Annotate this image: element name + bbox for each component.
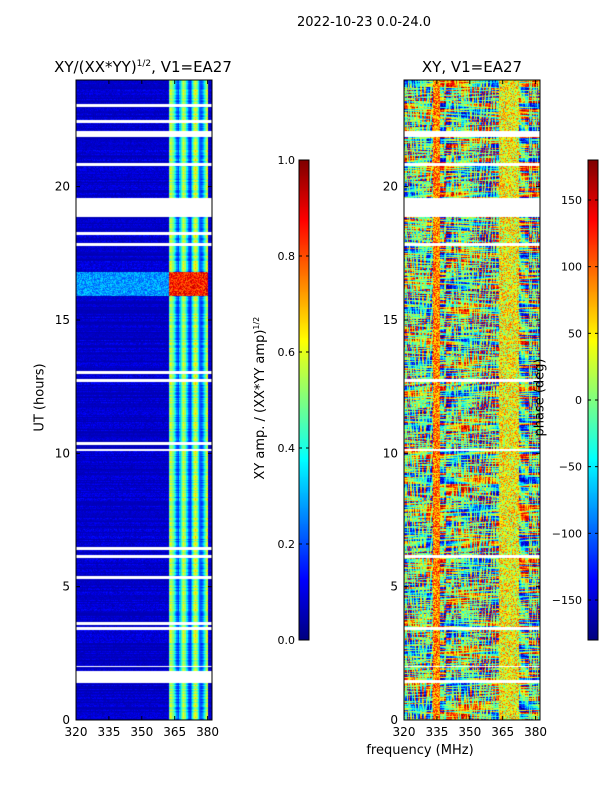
panel2-xtick-label: 335 [425, 725, 448, 739]
panel1-title-exp: 1/2 [136, 59, 152, 69]
panel2-colorbar-tick-label: −50 [559, 461, 582, 474]
panel1-colorbar-tick-label: 1.0 [278, 154, 296, 167]
panel1-ylabel: UT (hours) [32, 363, 48, 432]
panel2-colorbar-tick-label: 0 [575, 394, 582, 407]
panel1-heatmap [76, 80, 212, 720]
panel1-title: XY/(XX*YY)1/2, V1=EA27 [40, 58, 246, 76]
panel1-ytick-label: 5 [62, 580, 70, 594]
panel1-colorbar-tick-label: 0.0 [278, 634, 296, 647]
panel2-colorbar-tick-label: 50 [568, 327, 582, 340]
panel1-xtick-label: 380 [196, 725, 219, 739]
panel1-xtick-label: 335 [97, 725, 120, 739]
panel2-xtick-label: 365 [491, 725, 514, 739]
panel2-ytick-label: 5 [390, 580, 398, 594]
panel2-ytick-label: 0 [390, 713, 398, 727]
panel1-ytick-label: 15 [55, 313, 70, 327]
panel1-ytick-label: 0 [62, 713, 70, 727]
panel1-xtick-label: 350 [130, 725, 153, 739]
panel2-colorbar-tick-label: 150 [561, 194, 582, 207]
panel2-xtick-label: 320 [393, 725, 416, 739]
panel2-xtick-label: 350 [458, 725, 481, 739]
panel1-colorbar-label-exp: 1/2 [251, 316, 261, 330]
panel2-colorbar [588, 160, 598, 640]
panel2-xtick-label: 380 [524, 725, 547, 739]
panel2-colorbar-tick-label: −150 [552, 594, 582, 607]
panel1-xtick-label: 365 [163, 725, 186, 739]
panel1-frame [75, 79, 213, 721]
panel1-colorbar-tick-label: 0.4 [278, 442, 296, 455]
panel1-ytick-label: 10 [55, 446, 70, 460]
figure-suptitle: 2022-10-23 0.0-24.0 [297, 15, 431, 30]
panel2-title: XY, V1=EA27 [421, 58, 523, 76]
panel1-colorbar [299, 160, 309, 640]
panel2-colorbar-label: phase (deg) [532, 358, 548, 437]
panel2-heatmap [404, 80, 540, 720]
panel1-colorbar-tick-label: 0.6 [278, 346, 296, 359]
panel1-colorbar-tick-label: 0.2 [278, 538, 296, 551]
panel2-ytick-label: 20 [383, 180, 398, 194]
panel2-colorbar-tick-label: −100 [552, 527, 582, 540]
panel1-xtick-label: 320 [65, 725, 88, 739]
panel1-colorbar-frame [298, 159, 310, 641]
panel1-colorbar-label: XY amp. / (XX*YY amp)1/2 [252, 298, 268, 498]
xlabel: frequency (MHz) [366, 743, 474, 758]
panel1-ytick-label: 20 [55, 180, 70, 194]
panel1-title-main: XY/(XX*YY) [54, 58, 137, 76]
panel2-frame [403, 79, 541, 721]
panel2-ytick-label: 15 [383, 313, 398, 327]
panel2-ytick-label: 10 [383, 446, 398, 460]
panel1-colorbar-label-main: XY amp. / (XX*YY amp) [253, 329, 269, 480]
panel1-colorbar-tick-label: 0.8 [278, 250, 296, 263]
panel2-colorbar-tick-label: 100 [561, 261, 582, 274]
panel1-title-rest: , V1=EA27 [151, 58, 232, 76]
